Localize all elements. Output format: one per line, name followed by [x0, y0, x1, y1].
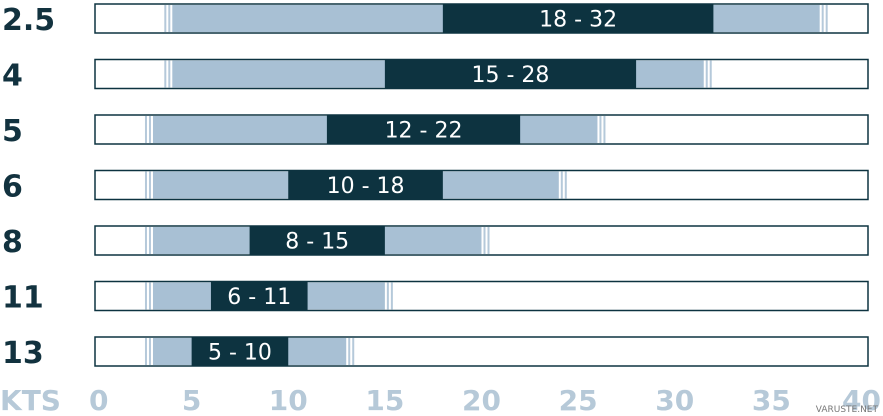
x-tick-label: 35 [752, 384, 791, 416]
range-edge-stripe [483, 227, 486, 254]
range-edge-stripe [148, 116, 151, 143]
range-edge-stripe [599, 116, 602, 143]
range-label: 8 - 15 [285, 230, 349, 255]
optimal-range-bar [249, 226, 385, 255]
range-edge-stripe [352, 338, 355, 365]
x-tick-label: 20 [462, 384, 501, 416]
size-label: 5 [2, 114, 23, 149]
optimal-range-bar [210, 281, 308, 311]
optimal-range-bar [191, 337, 289, 366]
x-tick-label: 0 [89, 384, 108, 416]
x-tick-label: 25 [559, 384, 598, 416]
range-edge-stripe [487, 227, 490, 254]
size-label: 4 [2, 59, 23, 94]
size-label: 2.5 [2, 3, 55, 38]
range-edge-stripe [386, 282, 389, 310]
range-label: 6 - 11 [227, 285, 291, 310]
range-edge-stripe [348, 338, 351, 365]
chart-row: 13 5 - 10 [2, 336, 869, 371]
range-edge-stripe [168, 60, 171, 88]
chart-row: 8 8 - 15 [2, 225, 869, 260]
range-edge-stripe [705, 60, 708, 88]
size-label: 6 [2, 170, 23, 205]
size-label: 11 [2, 281, 44, 316]
x-tick-label: 40 [842, 384, 881, 416]
range-label: 18 - 32 [539, 8, 617, 33]
range-edge-stripe [564, 171, 567, 199]
x-axis: KTS 0 5 10 15 20 25 30 35 40 [0, 384, 881, 416]
range-edge-stripe [825, 5, 828, 32]
range-label: 12 - 22 [385, 119, 463, 144]
range-edge-stripe [168, 5, 171, 32]
range-edge-stripe [144, 338, 147, 365]
range-edge-stripe [603, 116, 606, 143]
range-edge-stripe [560, 171, 563, 199]
x-tick-label: 5 [182, 384, 201, 416]
range-edge-stripe [144, 282, 147, 310]
range-edge-stripe [148, 282, 151, 310]
watermark: VARUSTE.NET [816, 405, 879, 415]
range-label: 10 - 18 [327, 174, 405, 199]
range-label: 5 - 10 [208, 341, 272, 366]
optimal-range-bar [288, 170, 443, 200]
size-label: 8 [2, 225, 23, 260]
range-edge-stripe [144, 171, 147, 199]
chart-row: 4 15 - 28 [2, 59, 869, 94]
optimal-range-bar [442, 4, 714, 33]
chart-rows: 2.5 18 - 32 4 15 - 28 5 12 - 22 6 10 - 18 8 8 - 1… [2, 3, 869, 371]
range-edge-stripe [390, 282, 393, 310]
optimal-range-bar [384, 59, 637, 89]
range-edge-stripe [148, 227, 151, 254]
range-edge-stripe [164, 60, 167, 88]
range-edge-stripe [164, 5, 167, 32]
x-tick-label: 30 [655, 384, 694, 416]
range-edge-stripe [144, 116, 147, 143]
range-edge-stripe [148, 338, 151, 365]
chart-row: 11 6 - 11 [2, 281, 869, 316]
x-axis-unit-label: KTS [0, 384, 61, 416]
size-label: 13 [2, 336, 44, 371]
chart-row: 5 12 - 22 [2, 114, 869, 149]
range-edge-stripe [821, 5, 824, 32]
x-tick-label: 15 [365, 384, 404, 416]
chart-row: 2.5 18 - 32 [2, 3, 869, 38]
x-tick-label: 10 [269, 384, 308, 416]
range-edge-stripe [709, 60, 712, 88]
optimal-range-bar [326, 115, 521, 144]
range-edge-stripe [144, 227, 147, 254]
range-edge-stripe [148, 171, 151, 199]
chart-row: 6 10 - 18 [2, 170, 869, 205]
range-label: 15 - 28 [472, 63, 550, 88]
